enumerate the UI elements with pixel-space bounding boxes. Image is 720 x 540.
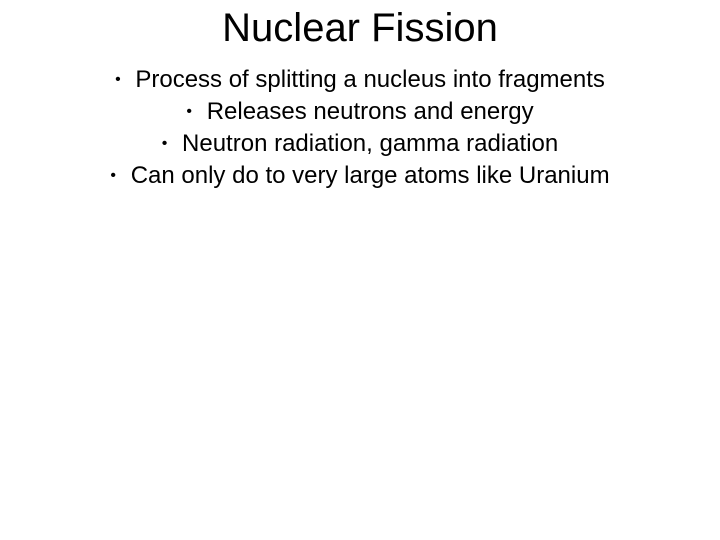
bullet-item: • Neutron radiation, gamma radiation: [0, 129, 720, 159]
slide-container: Nuclear Fission • Process of splitting a…: [0, 0, 720, 540]
bullet-text: Releases neutrons and energy: [207, 98, 534, 125]
slide-title: Nuclear Fission: [0, 6, 720, 51]
bullet-item: • Process of splitting a nucleus into fr…: [0, 65, 720, 95]
bullet-icon: •: [186, 102, 192, 122]
bullet-text: Neutron radiation, gamma radiation: [182, 130, 558, 157]
bullet-icon: •: [115, 70, 121, 90]
bullet-item: • Releases neutrons and energy: [0, 97, 720, 127]
bullet-item: • Can only do to very large atoms like U…: [0, 161, 720, 191]
bullet-list: • Process of splitting a nucleus into fr…: [0, 65, 720, 191]
bullet-text: Can only do to very large atoms like Ura…: [131, 162, 610, 189]
bullet-icon: •: [110, 166, 116, 186]
bullet-icon: •: [162, 134, 168, 154]
bullet-text: Process of splitting a nucleus into frag…: [135, 66, 605, 93]
